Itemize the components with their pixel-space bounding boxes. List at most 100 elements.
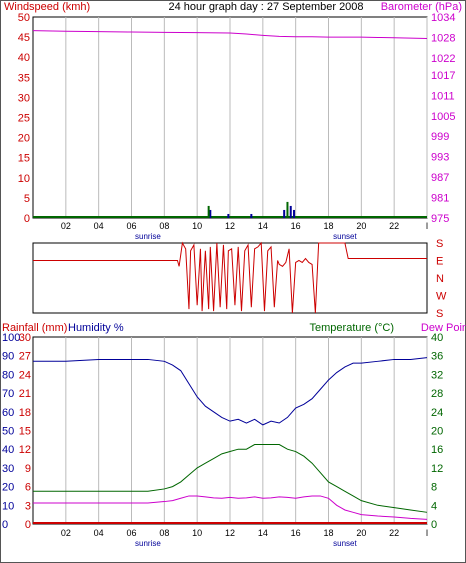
bar-windspeed: [293, 209, 296, 218]
series-line-dewpoint: [33, 495, 428, 520]
y-tick-label-barometer: 975: [431, 213, 449, 225]
y-tick-label-temperature: 20: [431, 426, 443, 438]
y-tick-label-windspeed: 20: [18, 133, 30, 145]
x-tick-label: 08: [159, 528, 169, 538]
bar-windspeed: [283, 209, 286, 218]
x-tick-label: 22: [389, 221, 399, 231]
y-tick-label-windspeed: 35: [18, 72, 30, 84]
x-tick-label: 18: [323, 528, 333, 538]
y-tick-label-barometer: 1005: [431, 111, 455, 123]
y-tick-label-windspeed: 45: [18, 32, 30, 44]
y-tick-label-barometer: 987: [431, 172, 449, 184]
series-line-temperature: [33, 444, 428, 513]
y-tick-label-humidity: 20: [2, 482, 14, 494]
y-tick-label-humidity: 50: [2, 426, 14, 438]
y-tick-label-direction: E: [436, 256, 443, 268]
y-tick-label-rainfall: 30: [19, 332, 31, 344]
bar-gust: [286, 201, 289, 218]
x-tick-label: 06: [126, 221, 136, 231]
y-tick-label-humidity: 70: [2, 388, 14, 400]
bar-windspeed: [289, 205, 292, 218]
y-tick-label-barometer: 999: [431, 131, 449, 143]
y-tick-label-direction: W: [436, 291, 447, 303]
y-tick-label-barometer: 993: [431, 152, 449, 164]
x-tick-label: 02: [61, 528, 71, 538]
y-tick-label-temperature: 40: [431, 332, 443, 344]
x-tick-label: 04: [94, 221, 104, 231]
y-tick-label-rainfall: 15: [19, 426, 31, 438]
bar-windspeed: [227, 213, 230, 218]
y-tick-label-temperature: 8: [431, 482, 437, 494]
y-tick-label-rainfall: 9: [25, 463, 31, 475]
chart-title: 24 hour graph day : 27 September 2008: [168, 1, 363, 13]
y-tick-label-direction: S: [436, 238, 443, 250]
x-tick-label: 10: [192, 528, 202, 538]
y-tick-label-direction: S: [436, 308, 443, 320]
x-tick-label: 16: [291, 528, 301, 538]
x-tick-label: l: [426, 528, 428, 538]
y-tick-label-barometer: 1011: [431, 90, 455, 102]
bar-gust: [207, 205, 210, 218]
x-tick-label: 12: [225, 528, 235, 538]
y-tick-label-windspeed: 15: [18, 153, 30, 165]
axis-label-temperature: Temperature (°C): [310, 322, 394, 334]
axis-label-rainfall: Rainfall (mm): [2, 322, 67, 334]
axis-label-windspeed: Windspeed (kmh): [4, 1, 90, 13]
y-tick-label-humidity: 0: [2, 519, 8, 531]
y-tick-label-windspeed: 25: [18, 113, 30, 125]
y-tick-label-windspeed: 40: [18, 52, 30, 64]
y-tick-label-temperature: 4: [431, 500, 437, 512]
x-marker-sunset: sunset: [333, 539, 357, 548]
y-tick-label-direction: N: [436, 273, 444, 285]
x-marker-sunset: sunset: [333, 232, 357, 241]
x-marker-sunrise: sunrise: [135, 539, 161, 548]
x-tick-label: 22: [389, 528, 399, 538]
x-tick-label: 06: [126, 528, 136, 538]
y-tick-label-windspeed: 0: [24, 213, 30, 225]
y-tick-label-windspeed: 50: [18, 12, 30, 24]
axis-label-humidity: Humidity %: [68, 322, 124, 334]
y-tick-label-rainfall: 0: [25, 519, 31, 531]
x-tick-label: 08: [159, 221, 169, 231]
x-tick-label: 20: [356, 221, 366, 231]
bar-windspeed: [209, 209, 212, 218]
y-tick-label-humidity: 60: [2, 407, 14, 419]
x-tick-label: 18: [323, 221, 333, 231]
y-tick-label-rainfall: 24: [19, 369, 31, 381]
y-tick-label-humidity: 10: [2, 500, 14, 512]
y-tick-label-humidity: 80: [2, 369, 14, 381]
x-tick-label: 10: [192, 221, 202, 231]
x-tick-label: 20: [356, 528, 366, 538]
axis-label-dewpoint: Dew Point: [421, 322, 466, 334]
y-tick-label-barometer: 1034: [431, 12, 455, 24]
y-tick-label-temperature: 32: [431, 369, 443, 381]
y-tick-label-barometer: 981: [431, 193, 449, 205]
y-tick-label-temperature: 0: [431, 519, 437, 531]
y-tick-label-temperature: 24: [431, 407, 443, 419]
y-tick-label-humidity: 30: [2, 463, 14, 475]
x-marker-sunrise: sunrise: [135, 232, 161, 241]
x-tick-label: l: [426, 221, 428, 231]
y-tick-label-windspeed: 30: [18, 92, 30, 104]
y-tick-label-barometer: 1017: [431, 70, 455, 82]
y-tick-label-temperature: 28: [431, 388, 443, 400]
x-tick-label: 04: [94, 528, 104, 538]
y-tick-label-temperature: 12: [431, 463, 443, 475]
axis-label-barometer: Barometer (hPa): [381, 1, 462, 13]
y-tick-label-rainfall: 21: [19, 388, 31, 400]
y-tick-label-humidity: 40: [2, 444, 14, 456]
y-tick-label-rainfall: 27: [19, 351, 31, 363]
series-line-humidity: [33, 357, 428, 426]
y-tick-label-temperature: 16: [431, 444, 443, 456]
series-line-barometer: [32, 30, 428, 39]
y-tick-label-rainfall: 18: [19, 407, 31, 419]
x-tick-label: 02: [61, 221, 71, 231]
series-line-wind-direction: [33, 241, 427, 314]
y-tick-label-humidity: 90: [2, 351, 14, 363]
bar-windspeed: [250, 213, 253, 218]
y-tick-label-windspeed: 5: [24, 193, 30, 205]
y-tick-label-rainfall: 3: [25, 500, 31, 512]
y-tick-label-barometer: 1028: [431, 32, 455, 44]
x-tick-label: 16: [291, 221, 301, 231]
